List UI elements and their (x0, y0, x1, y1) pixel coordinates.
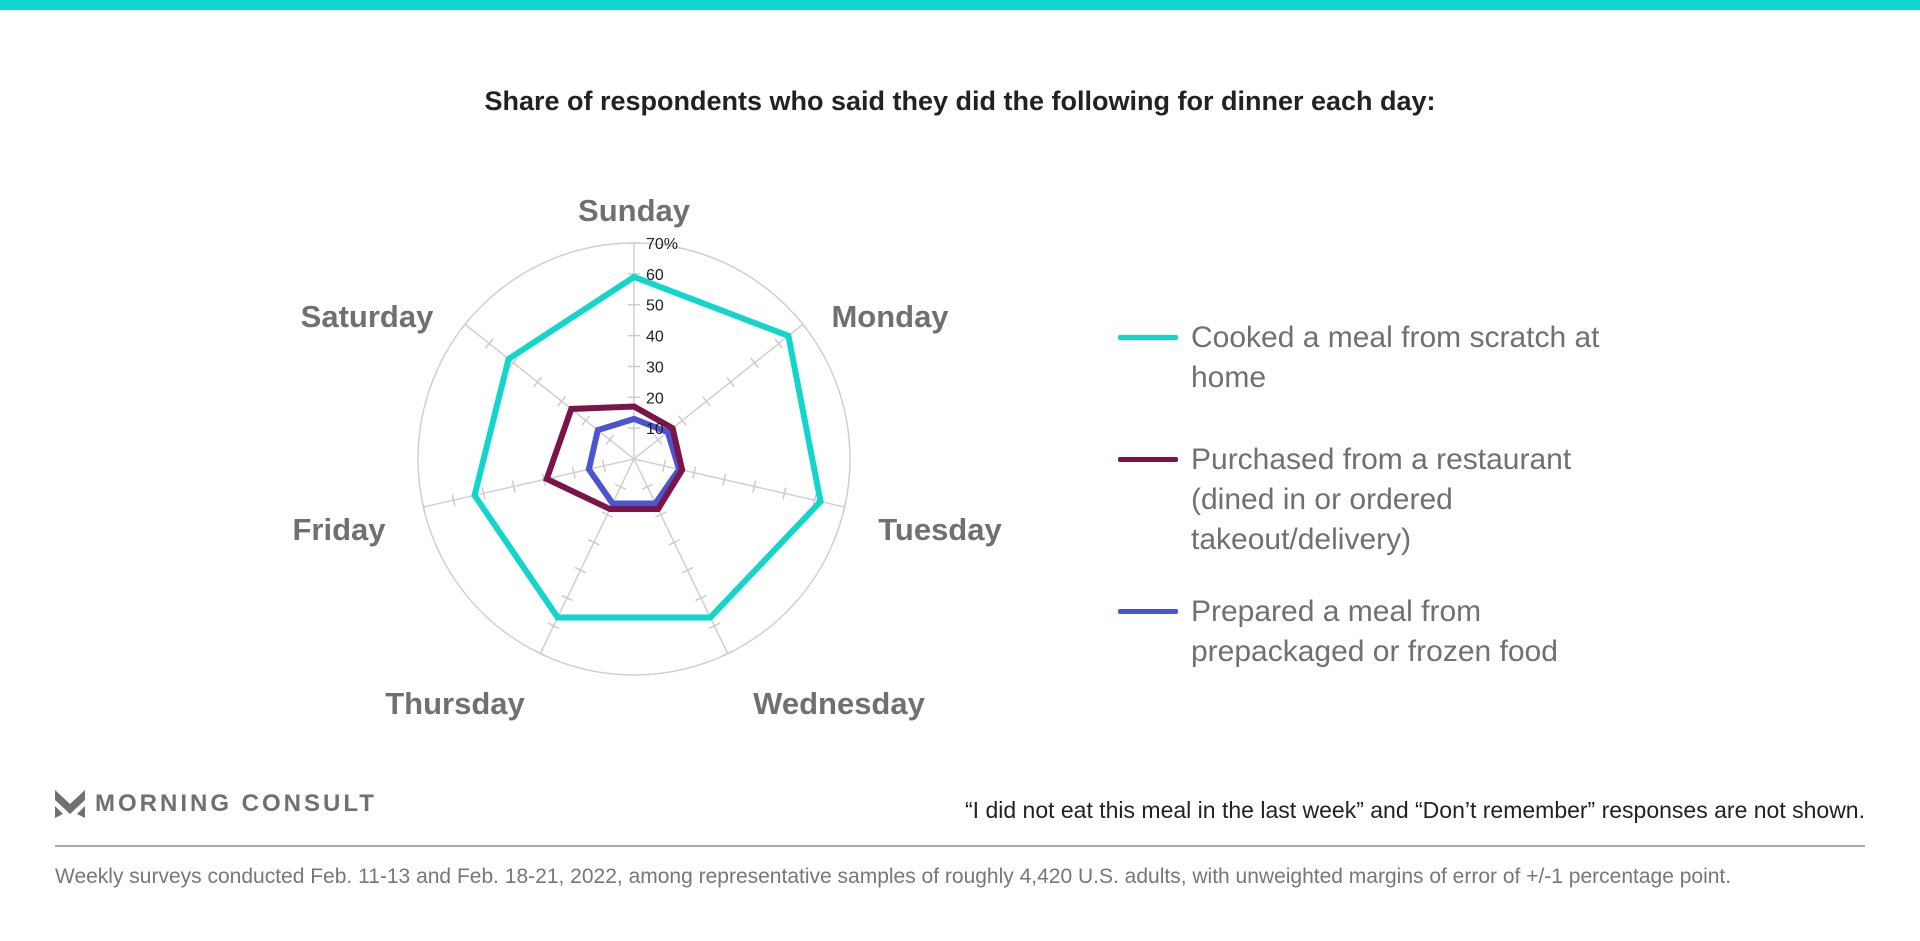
axis-label-saturday: Saturday (300, 299, 434, 334)
legend-swatch (1118, 335, 1178, 340)
tick-mark (722, 473, 727, 486)
tick-mark (798, 319, 808, 330)
tick-mark (511, 480, 516, 493)
legend-swatch (1118, 609, 1178, 614)
tick-mark (561, 594, 573, 602)
tick-mark (812, 494, 817, 507)
spoke-tuesday (633, 458, 845, 508)
spoke-saturday (464, 323, 635, 460)
series-prepared-line (585, 415, 683, 507)
axis-label-wednesday: Wednesday (753, 686, 925, 721)
legend-label: Cooked a meal from scratch at home (1191, 321, 1600, 394)
brand-name: MORNING CONSULT (95, 790, 377, 817)
tick-mark (653, 434, 663, 445)
axis-label-friday: Friday (292, 512, 386, 547)
radial-tick-label: 60 (646, 267, 664, 284)
radial-tick-label: 40 (646, 329, 664, 346)
tick-mark (662, 459, 667, 472)
tick-mark (460, 319, 470, 330)
tick-mark (614, 483, 627, 491)
tick-mark (547, 622, 560, 630)
tick-mark (668, 539, 680, 546)
tick-mark (681, 566, 694, 574)
tick-mark (484, 338, 494, 349)
tick-mark (601, 511, 613, 518)
radial-tick-label: 30 (646, 359, 664, 376)
series-cooked-line (471, 273, 824, 621)
tick-mark (774, 338, 784, 349)
radial-tick-label: 10 (646, 421, 664, 438)
tick-mark (655, 511, 667, 518)
methodology-footnote: Weekly surveys conducted Feb. 11-13 and … (55, 865, 1732, 888)
tick-mark (451, 494, 456, 507)
tick-mark (588, 539, 600, 546)
tick-mark (726, 376, 735, 388)
radial-tick-label: 70% (646, 236, 678, 253)
tick-mark (677, 415, 687, 426)
tick-mark (752, 480, 757, 493)
tick-mark (571, 466, 576, 479)
radial-tick-label: 50 (646, 298, 664, 315)
spoke-thursday (539, 458, 635, 654)
tick-mark (601, 459, 606, 472)
tick-mark (750, 357, 759, 368)
legend-swatch (1118, 457, 1178, 462)
legend-label: Prepared a meal from prepackaged or froz… (1191, 595, 1558, 668)
morning-consult-logo: MORNING CONSULT (55, 790, 377, 818)
tick-mark (842, 501, 847, 514)
tick-mark (534, 650, 547, 657)
tick-mark (509, 357, 518, 368)
tick-mark (605, 434, 615, 445)
radial-tick-label: 20 (646, 390, 664, 407)
axis-label-tuesday: Tuesday (878, 512, 1002, 547)
chart-title: Share of respondents who said they did t… (484, 86, 1436, 116)
tick-mark (708, 622, 721, 630)
tick-mark (574, 566, 587, 574)
tick-mark (533, 376, 542, 388)
axis-label-sunday: Sunday (578, 193, 690, 228)
tick-mark (557, 396, 566, 407)
tick-mark (721, 650, 734, 657)
legend-label: Purchased from a restaurant (dined in or… (1191, 443, 1572, 556)
tick-mark (481, 487, 486, 500)
spoke-friday (423, 458, 635, 508)
logo-mark-icon (55, 790, 85, 818)
tick-mark (641, 483, 654, 491)
tick-mark (782, 487, 787, 500)
top-accent-bar (0, 0, 1920, 10)
spoke-wednesday (633, 458, 729, 654)
axis-label-monday: Monday (831, 299, 949, 334)
tick-mark (581, 415, 591, 426)
tick-mark (702, 396, 711, 407)
tick-mark (421, 501, 426, 514)
chart-note: “I did not eat this meal in the last wee… (965, 797, 1865, 823)
divider (55, 845, 1865, 847)
series-restaurant-line (543, 403, 686, 513)
tick-mark (695, 594, 707, 602)
spoke-monday (633, 323, 804, 460)
tick-mark (692, 466, 697, 479)
axis-label-thursday: Thursday (385, 686, 525, 721)
